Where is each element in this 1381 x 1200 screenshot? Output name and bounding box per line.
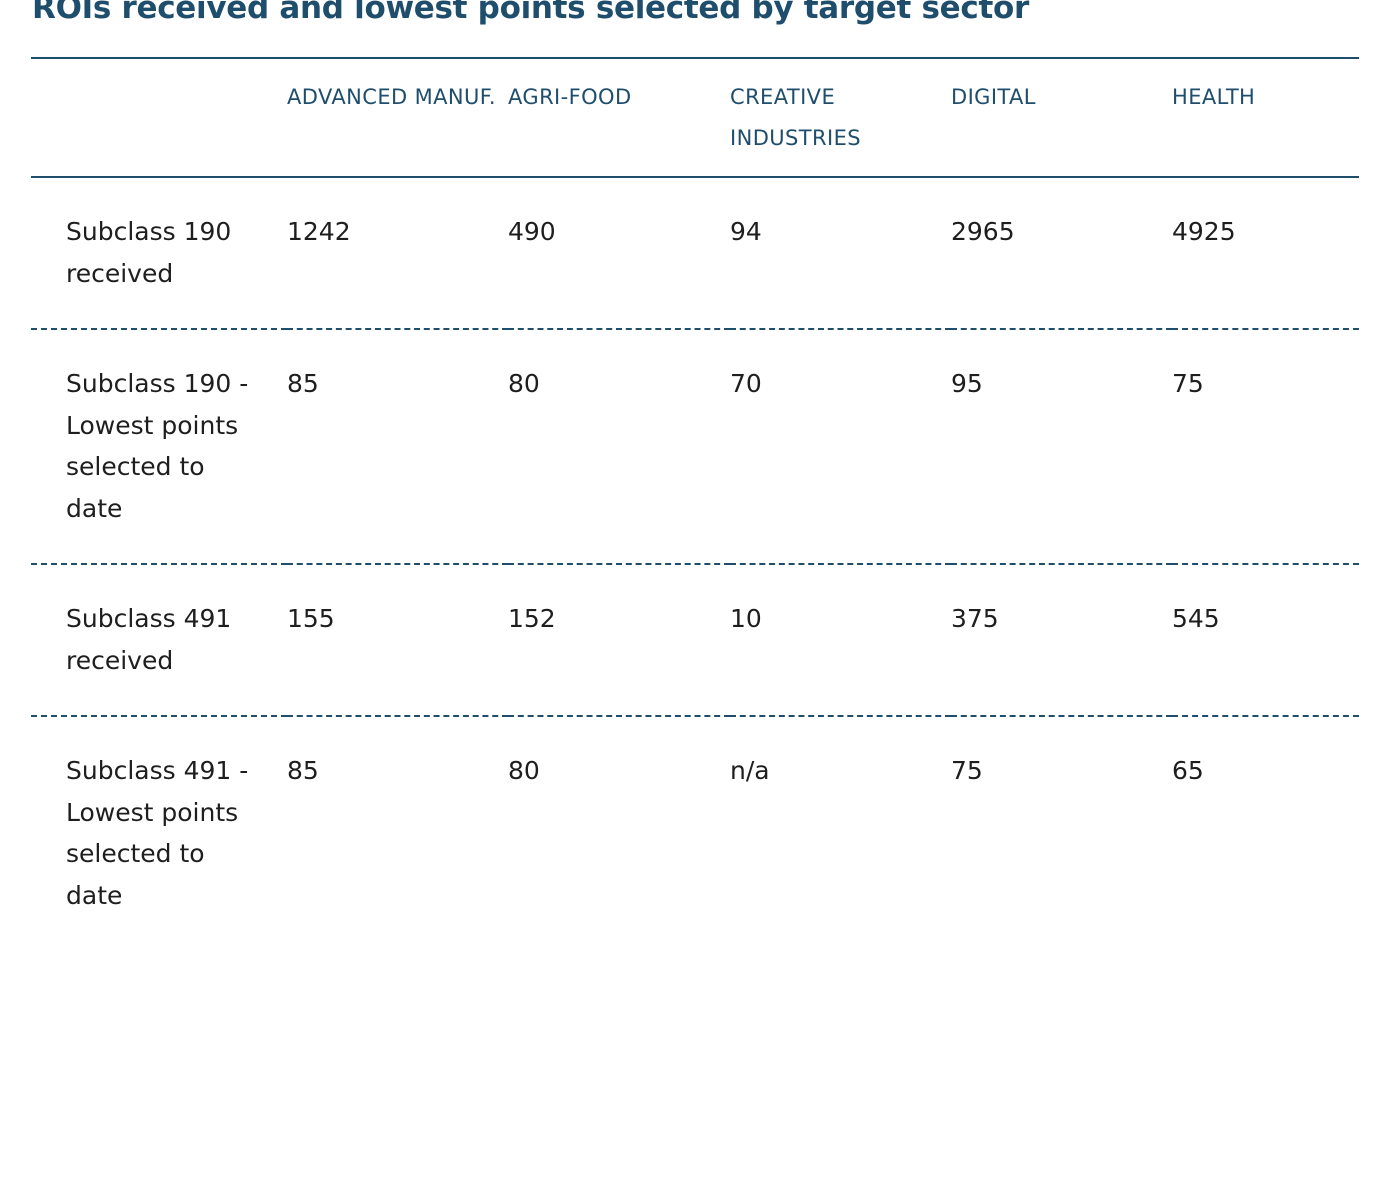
- header-advanced-manuf: ADVANCED MANUF.: [287, 85, 496, 109]
- table-cell: 65: [1172, 756, 1204, 785]
- table-cell: 10: [730, 604, 762, 633]
- table-cell: 75: [1172, 369, 1204, 398]
- header-creative-industries: CREATIVE INDUSTRIES: [730, 85, 861, 150]
- table-cell: 75: [951, 756, 983, 785]
- table-row: Subclass 190 - Lowest points selected to…: [31, 329, 1359, 564]
- table-cell: 80: [508, 756, 540, 785]
- table-cell: 80: [508, 369, 540, 398]
- table-row: Subclass 190 received 1242 490 94 2965 4…: [31, 177, 1359, 329]
- table-cell: 95: [951, 369, 983, 398]
- table-cell: 155: [287, 604, 335, 633]
- sector-table: ADVANCED MANUF. AGRI-FOOD CREATIVE INDUS…: [31, 57, 1359, 950]
- header-digital: DIGITAL: [951, 85, 1036, 109]
- table-cell: 85: [287, 756, 319, 785]
- table-cell: 490: [508, 217, 556, 246]
- table-cell: 94: [730, 217, 762, 246]
- header-agri-food: AGRI-FOOD: [508, 85, 632, 109]
- header-cell-empty: [31, 58, 287, 177]
- table-cell: 85: [287, 369, 319, 398]
- table-cell: 545: [1172, 604, 1220, 633]
- table-cell: 2965: [951, 217, 1015, 246]
- table-cell: 70: [730, 369, 762, 398]
- table-cell: 152: [508, 604, 556, 633]
- table-cell: 1242: [287, 217, 351, 246]
- row-label: Subclass 491 received: [66, 604, 232, 675]
- table-cell: 4925: [1172, 217, 1236, 246]
- page-title: ROIs received and lowest points selected…: [32, 0, 1029, 26]
- row-label: Subclass 190 received: [66, 217, 232, 288]
- table-cell: n/a: [730, 756, 770, 785]
- table-cell: 375: [951, 604, 999, 633]
- row-label: Subclass 190 - Lowest points selected to…: [66, 369, 249, 523]
- row-label: Subclass 491 - Lowest points selected to…: [66, 756, 249, 910]
- header-health: HEALTH: [1172, 85, 1256, 109]
- table-row: Subclass 491 received 155 152 10 375 545: [31, 564, 1359, 716]
- table-header-row: ADVANCED MANUF. AGRI-FOOD CREATIVE INDUS…: [31, 58, 1359, 177]
- table-row: Subclass 491 - Lowest points selected to…: [31, 716, 1359, 950]
